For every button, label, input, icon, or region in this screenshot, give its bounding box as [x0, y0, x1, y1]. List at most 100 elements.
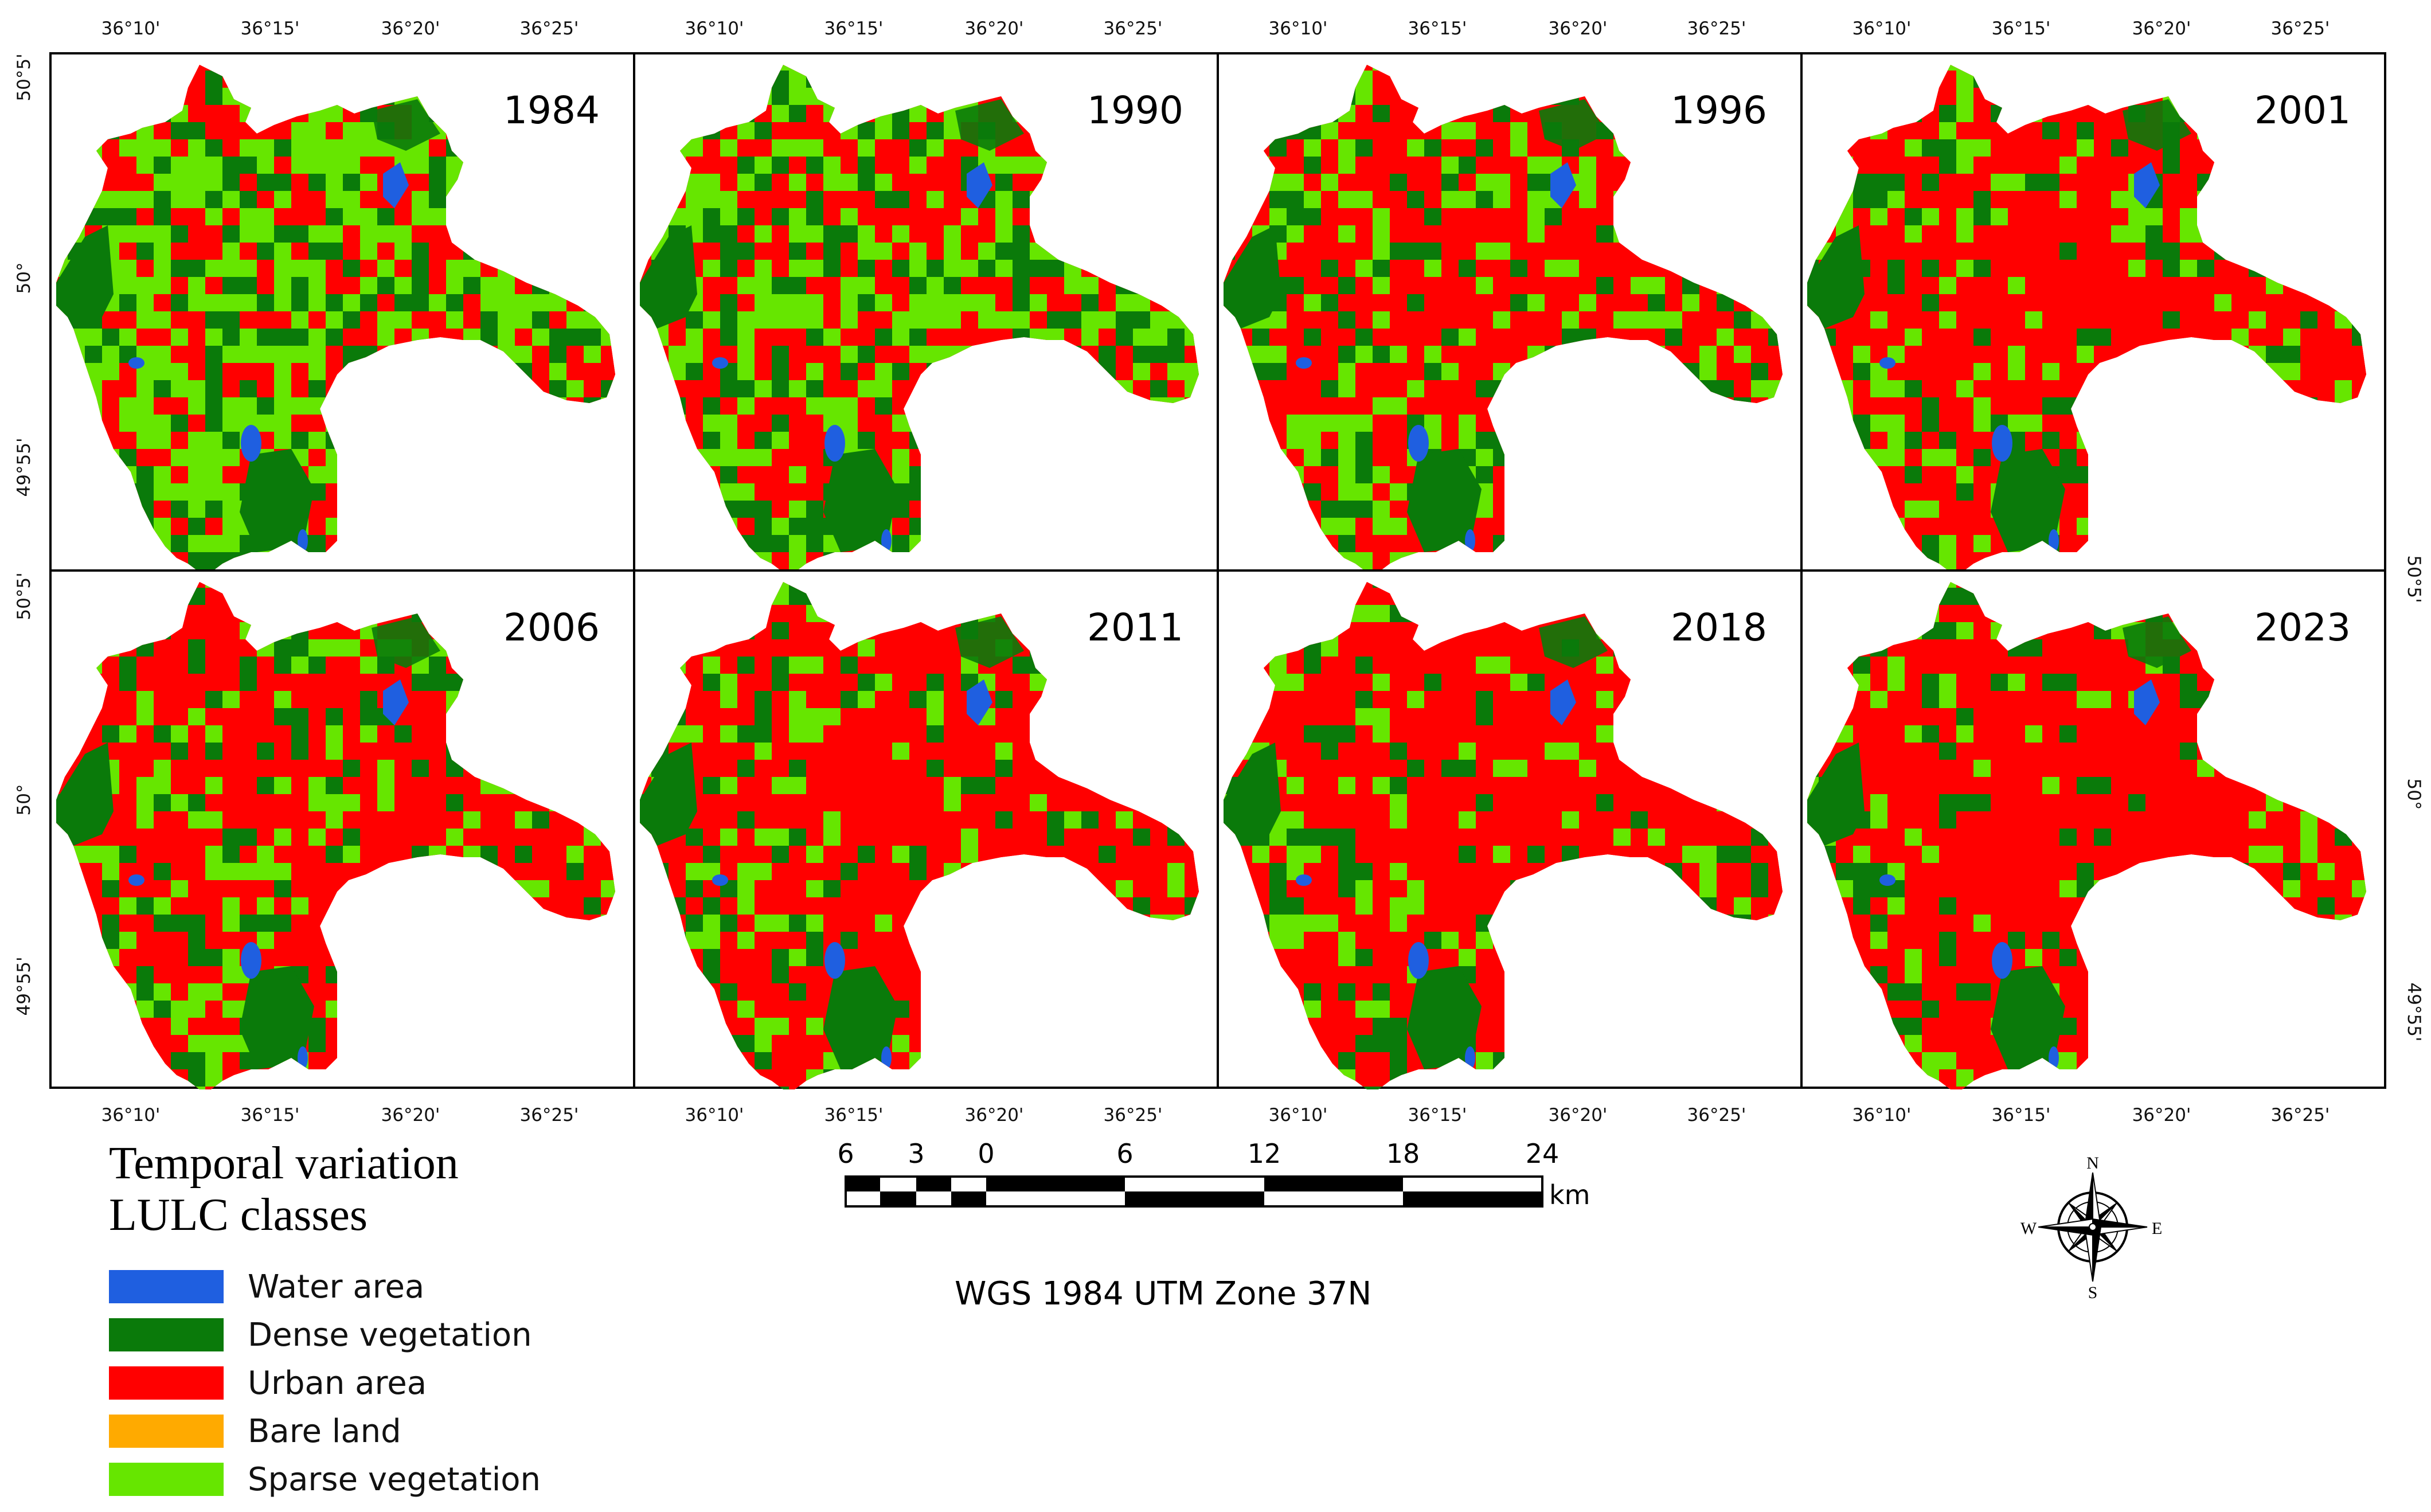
- legend-swatch: [109, 1270, 224, 1303]
- scale-bar: 6 3 0 6 12 18 24 km: [837, 1138, 1590, 1210]
- scale-segment: [1403, 1191, 1542, 1206]
- scale-segment: [916, 1177, 951, 1191]
- scale-tick-label: 3: [908, 1138, 924, 1169]
- scale-segment: [986, 1191, 1125, 1206]
- map-panel-2018: 2018: [1217, 569, 1803, 1089]
- longitude-tick-label: 36°15': [241, 18, 300, 39]
- map-panels: 1984 1990 1996 2001 2006 2011 2018 2023: [49, 52, 2386, 1089]
- scale-tick-label: 18: [1386, 1138, 1420, 1169]
- scale-segment: [1264, 1191, 1403, 1206]
- longitude-tick-label: 36°10': [1852, 18, 1912, 39]
- scale-segment: [880, 1191, 916, 1206]
- longitude-tick-label: 36°20': [1549, 1105, 1608, 1126]
- legend-title-line2: LULC classes: [109, 1190, 368, 1240]
- longitude-tick-label: 36°25': [2271, 1105, 2330, 1126]
- longitude-tick-label: 36°10': [685, 1105, 744, 1126]
- map-panel-2006: 2006: [49, 569, 635, 1089]
- longitude-tick-label: 36°15': [1408, 18, 1467, 39]
- scale-unit: km: [1549, 1179, 1590, 1210]
- legend-label: Bare land: [248, 1413, 401, 1450]
- panel-year-label: 2006: [503, 605, 600, 650]
- longitude-tick-label: 36°15': [241, 1105, 300, 1126]
- panel-year-label: 1996: [1671, 88, 1767, 132]
- longitude-tick-label: 36°10': [1269, 18, 1328, 39]
- scale-segment: [1125, 1191, 1264, 1206]
- scale-tick-label: 6: [837, 1138, 854, 1169]
- longitude-tick-label: 36°25': [1687, 1105, 1746, 1126]
- longitude-tick-label: 36°15': [824, 1105, 884, 1126]
- longitude-tick-label: 36°10': [685, 18, 744, 39]
- compass-letter-n: N: [2086, 1154, 2099, 1173]
- scale-tick-label: 12: [1248, 1138, 1281, 1169]
- longitude-tick-label: 36°10': [101, 1105, 161, 1126]
- scale-segment: [846, 1191, 880, 1206]
- scale-segment: [846, 1177, 880, 1191]
- scale-segment: [1403, 1177, 1542, 1191]
- panel-year-label: 2011: [1087, 605, 1183, 650]
- compass-letter-e: E: [2152, 1219, 2162, 1238]
- scale-segment: [1264, 1177, 1403, 1191]
- legend-swatch: [109, 1415, 224, 1448]
- map-panel-2001: 2001: [1800, 52, 2386, 572]
- longitude-tick-label: 36°15': [1992, 1105, 2051, 1126]
- longitude-tick-label: 36°25': [1104, 18, 1163, 39]
- panel-year-label: 2018: [1671, 605, 1767, 650]
- panel-year-label: 2001: [2254, 88, 2351, 132]
- scale-segment: [951, 1177, 986, 1191]
- longitude-tick-label: 36°20': [965, 1105, 1024, 1126]
- latitude-tick-label: 49°55': [14, 957, 34, 1016]
- scale-segment: [986, 1177, 1125, 1191]
- latitude-tick-label: 50°: [14, 784, 34, 816]
- longitude-tick-label: 36°25': [1104, 1105, 1163, 1126]
- legend-label: Sparse vegetation: [248, 1461, 541, 1498]
- latitude-tick-label: 50°5': [14, 53, 34, 101]
- legend-swatch: [109, 1366, 224, 1400]
- coordinate-ticks: 36°10' 36°15' 36°20' 36°25' 36°10' 36°15' 36°2…: [14, 18, 2424, 1126]
- scale-tick-label: 24: [1526, 1138, 1560, 1169]
- latitude-tick-label: 50°: [14, 263, 34, 294]
- map-panel-1996: 1996: [1217, 52, 1803, 572]
- projection-label: WGS 1984 UTM Zone 37N: [955, 1275, 1371, 1312]
- longitude-tick-label: 36°20': [2132, 1105, 2191, 1126]
- legend: Temporal variation LULC classes Water ar…: [109, 1138, 541, 1498]
- legend-label: Dense vegetation: [248, 1316, 532, 1354]
- scale-segment: [1125, 1177, 1264, 1191]
- latitude-tick-label: 49°55': [14, 438, 34, 497]
- panel-year-label: 2023: [2254, 605, 2351, 650]
- compass-letter-s: S: [2088, 1283, 2098, 1302]
- longitude-tick-label: 36°20': [1549, 18, 1608, 39]
- longitude-tick-label: 36°10': [1852, 1105, 1912, 1126]
- legend-label: Urban area: [248, 1365, 427, 1402]
- longitude-tick-label: 36°25': [2271, 18, 2330, 39]
- longitude-tick-label: 36°20': [381, 18, 440, 39]
- map-panel-2011: 2011: [633, 569, 1219, 1089]
- longitude-tick-label: 36°10': [101, 18, 161, 39]
- scale-tick-label: 6: [1116, 1138, 1133, 1169]
- scale-segment: [916, 1191, 951, 1206]
- latitude-tick-label: 49°55': [2403, 983, 2424, 1042]
- longitude-tick-label: 36°25': [1687, 18, 1746, 39]
- compass-letter-w: W: [2020, 1219, 2037, 1238]
- panel-year-label: 1990: [1087, 88, 1183, 132]
- map-panel-2023: 2023: [1800, 569, 2386, 1089]
- legend-swatch: [109, 1463, 224, 1496]
- scale-segment: [880, 1177, 916, 1191]
- legend-title-line1: Temporal variation: [109, 1138, 459, 1189]
- latitude-tick-label: 50°5': [14, 572, 34, 620]
- legend-items: Water area Dense vegetation Urban area Bare…: [109, 1268, 541, 1498]
- map-panel-1984: 1984: [49, 52, 635, 572]
- longitude-tick-label: 36°20': [2132, 18, 2191, 39]
- longitude-tick-label: 36°15': [1408, 1105, 1467, 1126]
- latitude-tick-label: 50°5': [2403, 555, 2424, 603]
- longitude-tick-label: 36°15': [824, 18, 884, 39]
- panel-year-label: 1984: [503, 88, 600, 132]
- longitude-tick-label: 36°10': [1269, 1105, 1328, 1126]
- longitude-tick-label: 36°15': [1992, 18, 2051, 39]
- legend-swatch: [109, 1318, 224, 1351]
- legend-label: Water area: [248, 1268, 424, 1306]
- longitude-tick-label: 36°20': [965, 18, 1024, 39]
- north-arrow-compass: N S E W: [2020, 1154, 2162, 1302]
- longitude-tick-label: 36°20': [381, 1105, 440, 1126]
- longitude-tick-label: 36°25': [520, 1105, 579, 1126]
